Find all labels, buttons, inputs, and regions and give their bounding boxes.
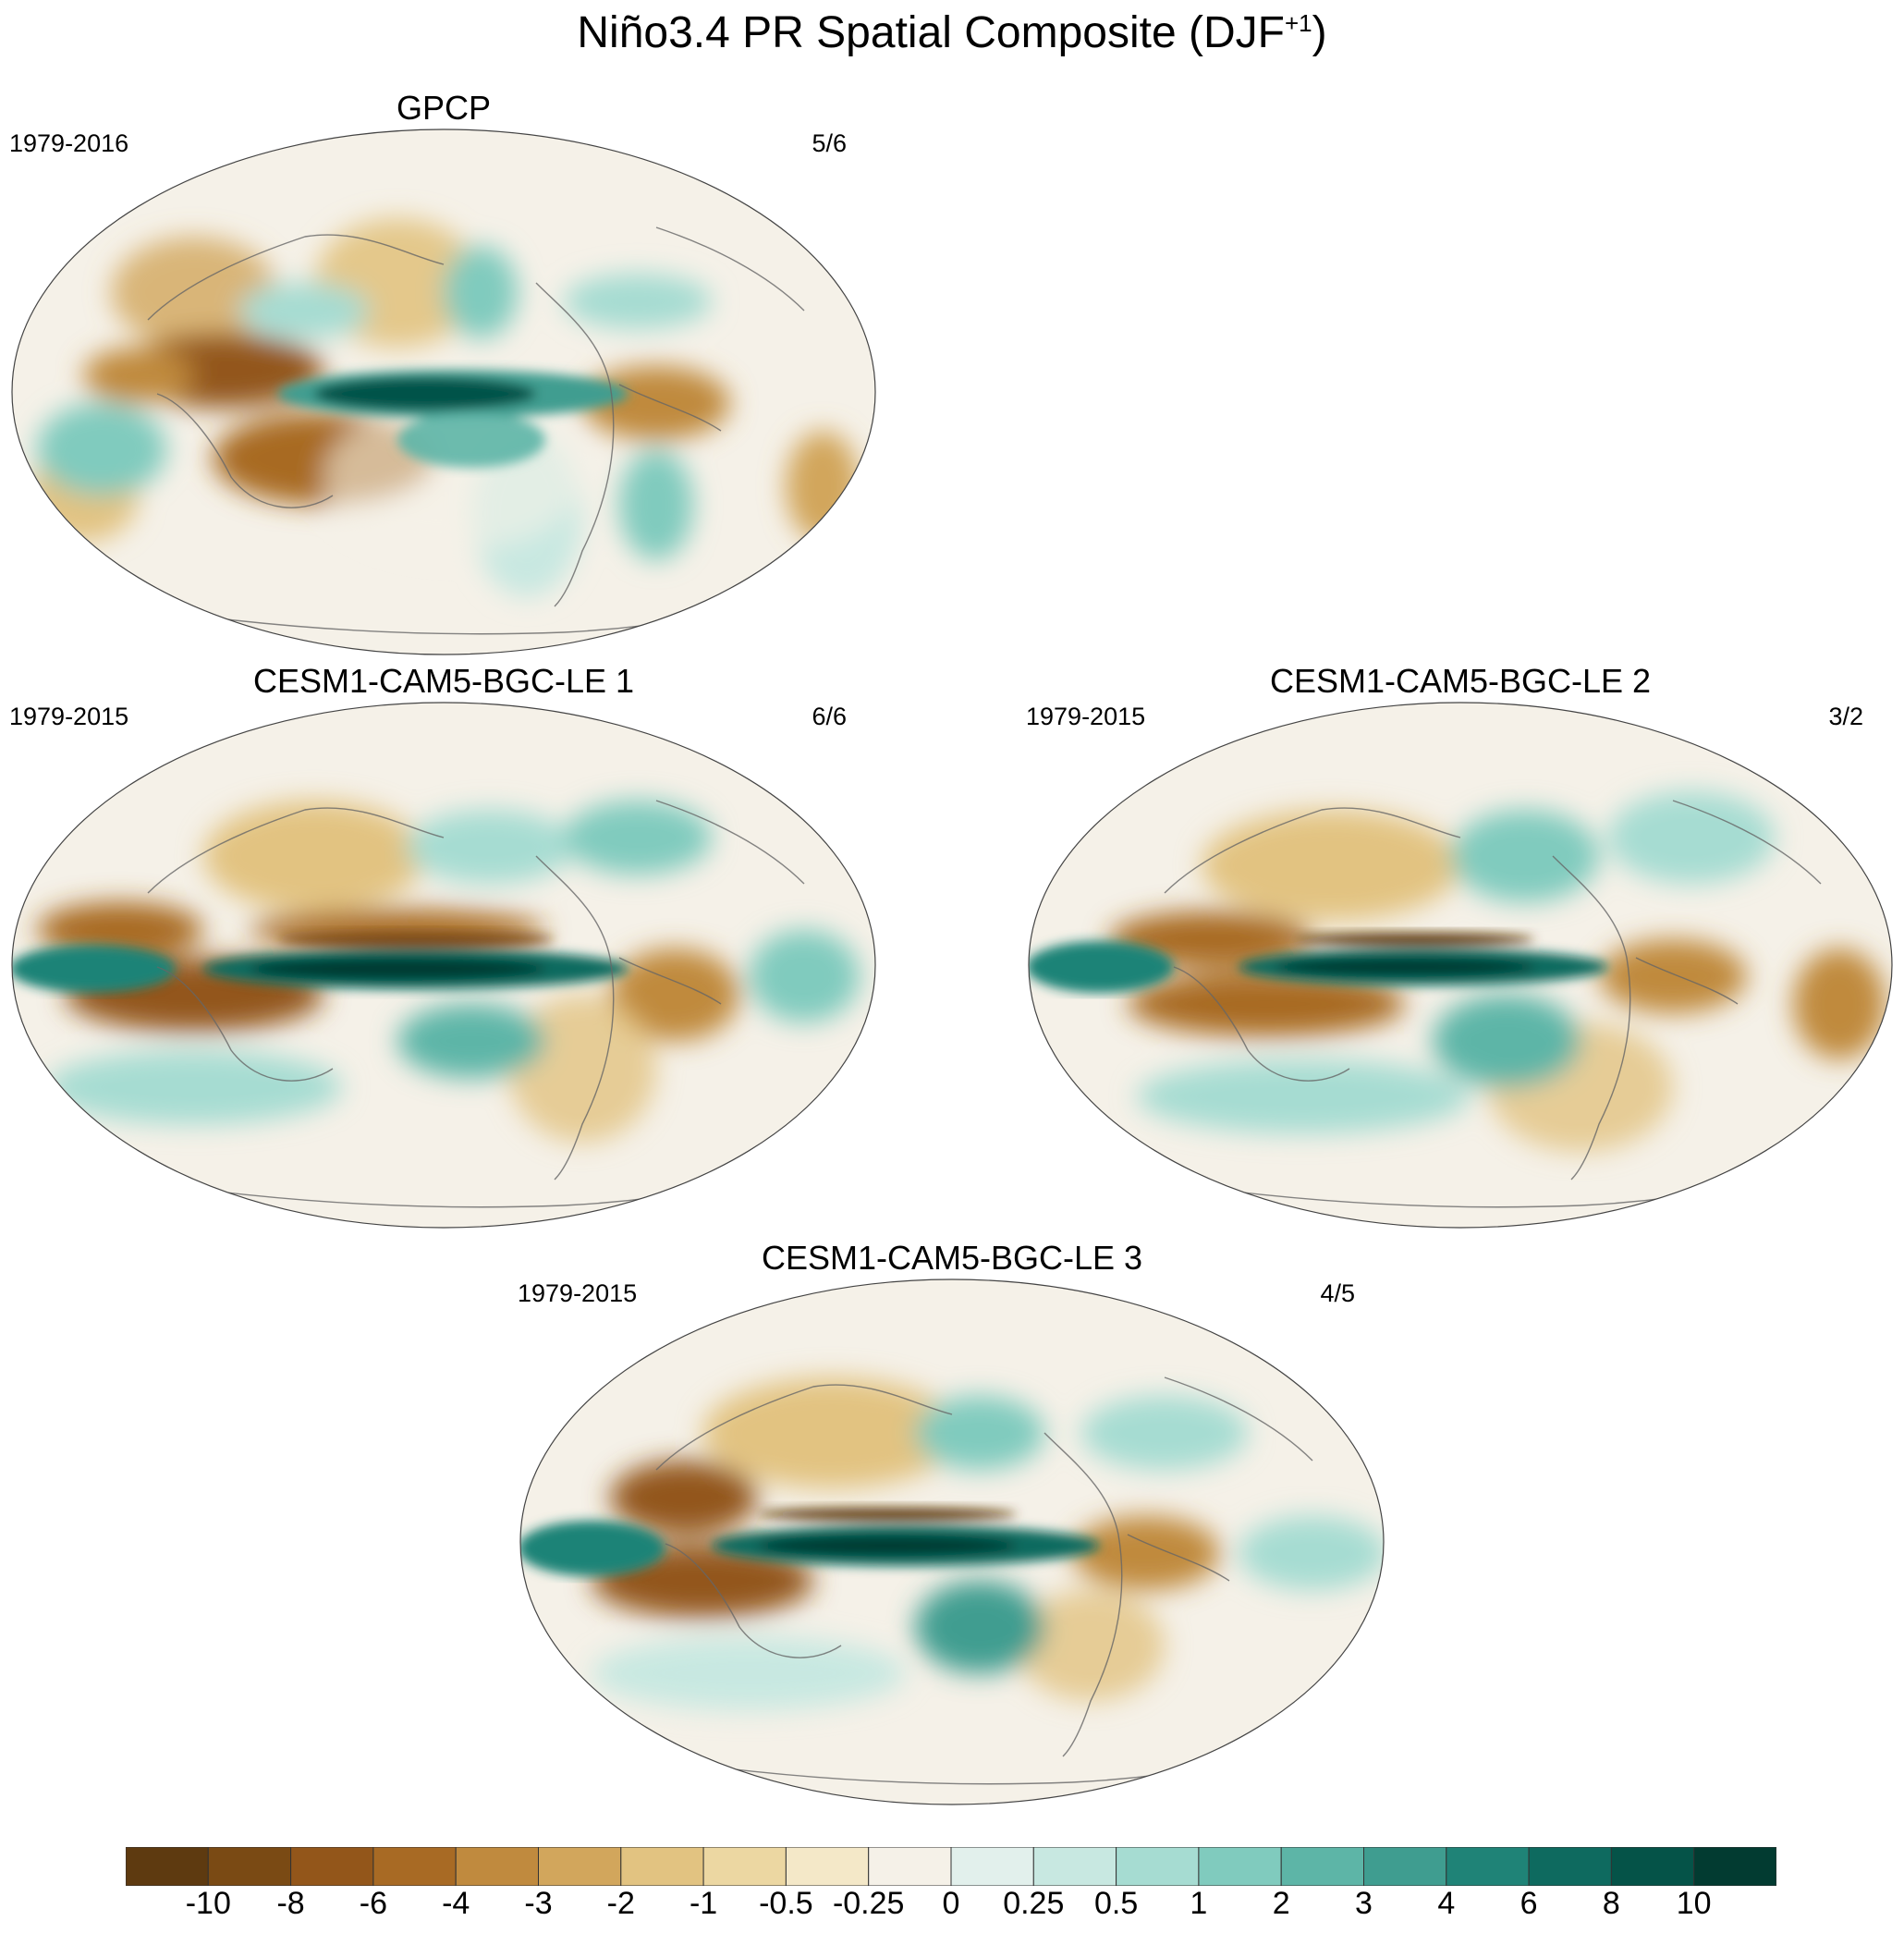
- colorbar-box: [1363, 1847, 1447, 1886]
- panel-title: GPCP: [396, 89, 492, 127]
- anomaly-field: [1109, 791, 1886, 1152]
- colorbar-tick-label: 2: [1272, 1886, 1290, 1921]
- colorbar-box: [1280, 1847, 1364, 1886]
- colorbar-tick-label: 0.25: [1003, 1886, 1065, 1921]
- map-panel-le2: CESM1-CAM5-BGC-LE 2 1979-2015 3/2: [1026, 662, 1895, 1229]
- colorbar-box: [620, 1847, 704, 1886]
- panel-ratio: 4/5: [1320, 1279, 1355, 1307]
- panel-title: CESM1-CAM5-BGC-LE 1: [252, 662, 635, 700]
- colorbar-tick-label: 0.5: [1093, 1886, 1139, 1921]
- colorbar-box: [1610, 1847, 1695, 1886]
- anomaly-field: [592, 1377, 1384, 1710]
- colorbar: [126, 1847, 1776, 1886]
- enso-band: [1029, 933, 1608, 993]
- anomaly-field: [28, 218, 860, 597]
- colorbar-box: [1693, 1847, 1776, 1886]
- colorbar-box: [126, 1847, 209, 1886]
- precip-map: [11, 128, 876, 655]
- colorbar-tick-label: 0: [942, 1886, 960, 1921]
- enso-band: [277, 370, 629, 468]
- colorbar-tick-label: -3: [524, 1886, 553, 1921]
- enso-band: [520, 1508, 1100, 1576]
- precip-map: [519, 1278, 1385, 1805]
- panel-title: CESM1-CAM5-BGC-LE 3: [761, 1239, 1143, 1277]
- precip-map: [11, 702, 876, 1229]
- colorbar-tick-label: 3: [1355, 1886, 1373, 1921]
- colorbar-tick-label: -1: [689, 1886, 718, 1921]
- panel-years: 1979-2016: [9, 129, 129, 157]
- map-panel-le1: CESM1-CAM5-BGC-LE 1 1979-2015 6/6: [9, 662, 878, 1229]
- colorbar-tick-label: 1: [1190, 1886, 1208, 1921]
- colorbar-tick-label: 4: [1437, 1886, 1456, 1921]
- coastlines: [128, 800, 824, 1208]
- colorbar-tick-label: 10: [1676, 1886, 1712, 1921]
- colorbar-box: [702, 1847, 787, 1886]
- colorbar-box: [538, 1847, 622, 1886]
- anomaly-field: [37, 801, 860, 1143]
- colorbar-tick-label: -0.25: [832, 1886, 905, 1921]
- colorbar-box: [1032, 1847, 1117, 1886]
- colorbar-box: [785, 1847, 870, 1886]
- colorbar-tick-label: -0.5: [759, 1886, 813, 1921]
- colorbar-labels: -10 -8 -6 -4 -3 -2 -1 -0.5 -0.25 0 0.25 0.5 1 2 3 4 6 8 10: [0, 1886, 1904, 1932]
- panel-years: 1979-2015: [518, 1279, 638, 1307]
- panel-ratio: 5/6: [812, 129, 847, 157]
- panel-title: CESM1-CAM5-BGC-LE 2: [1269, 662, 1652, 700]
- colorbar-tick-label: -10: [185, 1886, 231, 1921]
- colorbar-box: [455, 1847, 540, 1886]
- map-panel-le3: CESM1-CAM5-BGC-LE 3 1979-2015 4/5: [518, 1239, 1386, 1805]
- colorbar-box: [1446, 1847, 1530, 1886]
- colorbar-box: [868, 1847, 952, 1886]
- precip-map: [1028, 702, 1893, 1229]
- panel-years: 1979-2015: [1026, 703, 1146, 730]
- colorbar-box: [1116, 1847, 1200, 1886]
- panel-ratio: 6/6: [812, 703, 847, 730]
- enso-band: [12, 932, 629, 993]
- panel-years: 1979-2015: [9, 703, 129, 730]
- panel-ratio: 3/2: [1828, 703, 1863, 730]
- colorbar-tick-label: 8: [1602, 1886, 1620, 1921]
- colorbar-tick-label: -8: [276, 1886, 305, 1921]
- colorbar-box: [290, 1847, 374, 1886]
- colorbar-tick-label: -4: [442, 1886, 470, 1921]
- map-panel-gpcp: GPCP 1979-2016 5/6: [9, 89, 878, 655]
- colorbar-box: [1528, 1847, 1612, 1886]
- colorbar-box: [372, 1847, 457, 1886]
- colorbar-tick-label: -2: [606, 1886, 635, 1921]
- colorbar-tick-label: 6: [1520, 1886, 1538, 1921]
- colorbar-box: [950, 1847, 1034, 1886]
- colorbar-box: [207, 1847, 292, 1886]
- colorbar-box: [1198, 1847, 1282, 1886]
- colorbar-tick-label: -6: [359, 1886, 388, 1921]
- figure-title: Niño3.4 PR Spatial Composite (DJF+1): [577, 8, 1327, 57]
